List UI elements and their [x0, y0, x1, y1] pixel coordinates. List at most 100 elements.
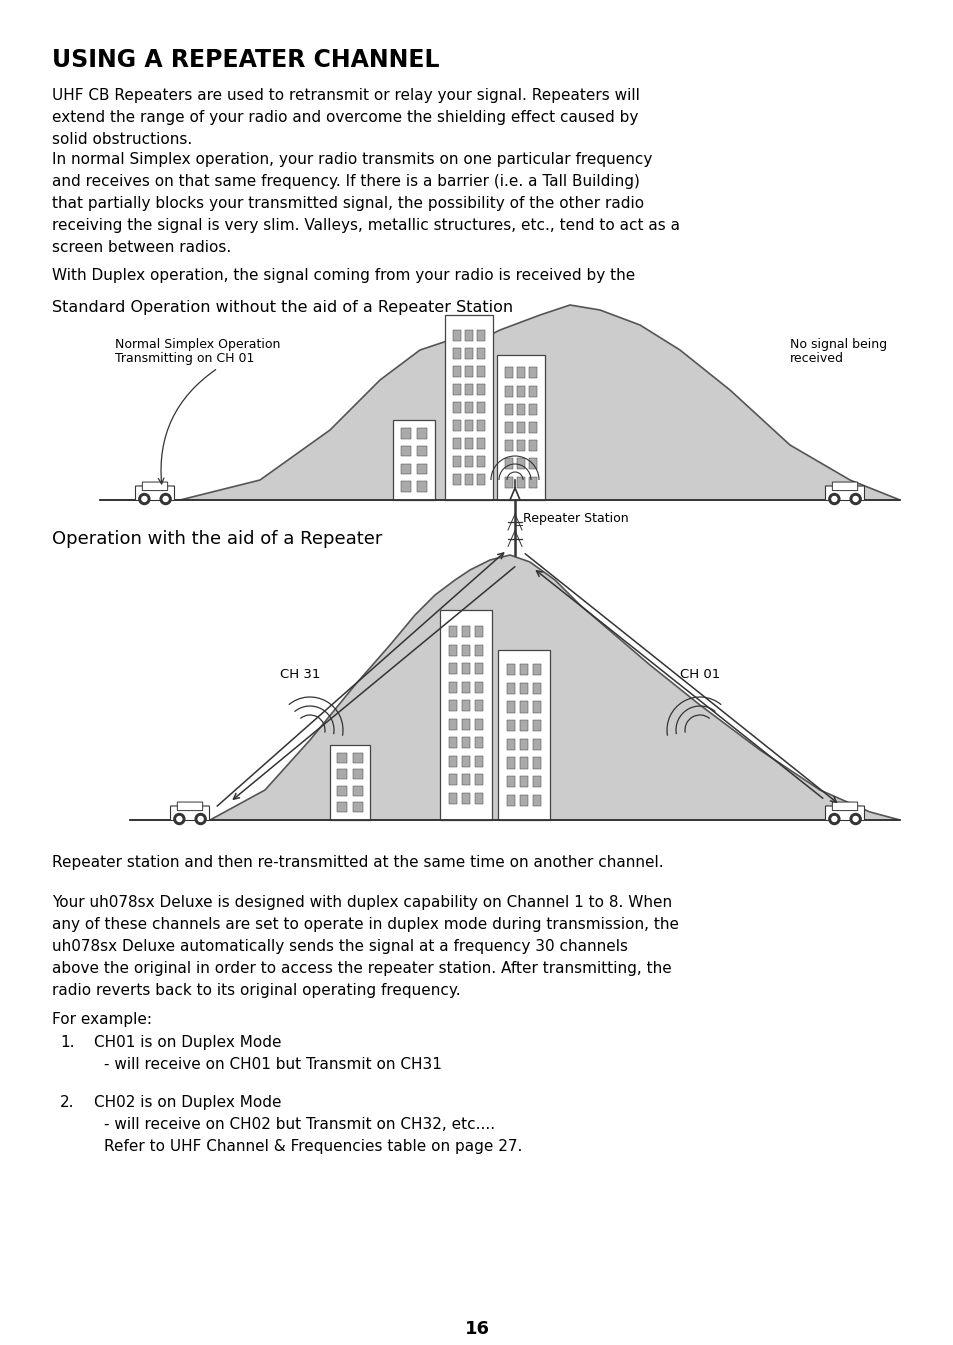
- Bar: [448, 644, 456, 656]
- Text: 2.: 2.: [60, 1095, 74, 1110]
- Bar: [519, 701, 528, 713]
- Polygon shape: [100, 305, 899, 500]
- Bar: [448, 775, 456, 785]
- Bar: [461, 701, 470, 712]
- Text: CH 31: CH 31: [280, 668, 320, 682]
- Bar: [519, 776, 528, 787]
- Bar: [461, 718, 470, 730]
- Bar: [400, 447, 411, 456]
- Bar: [461, 682, 470, 693]
- Bar: [533, 720, 541, 732]
- Bar: [453, 420, 460, 430]
- Text: Normal Simplex Operation: Normal Simplex Operation: [115, 338, 280, 351]
- Circle shape: [176, 816, 182, 822]
- Bar: [497, 355, 544, 500]
- Text: In normal Simplex operation, your radio transmits on one particular frequency: In normal Simplex operation, your radio …: [52, 152, 652, 167]
- Bar: [504, 404, 513, 414]
- Bar: [529, 404, 537, 414]
- Bar: [337, 803, 347, 812]
- Circle shape: [828, 814, 839, 824]
- Bar: [476, 348, 485, 359]
- Bar: [353, 769, 362, 779]
- Bar: [529, 422, 537, 433]
- Bar: [504, 386, 513, 397]
- Text: Repeater station and then re-transmitted at the same time on another channel.: Repeater station and then re-transmitted…: [52, 855, 663, 870]
- Text: UHF CB Repeaters are used to retransmit or relay your signal. Repeaters will: UHF CB Repeaters are used to retransmit …: [52, 87, 639, 104]
- FancyBboxPatch shape: [824, 806, 863, 820]
- Bar: [464, 438, 473, 449]
- Bar: [475, 775, 483, 785]
- Text: CH 01: CH 01: [679, 668, 720, 682]
- Bar: [353, 753, 362, 763]
- Text: 1.: 1.: [60, 1036, 74, 1050]
- Bar: [448, 756, 456, 767]
- Bar: [464, 456, 473, 467]
- Bar: [517, 459, 524, 469]
- Bar: [416, 464, 427, 473]
- Bar: [519, 720, 528, 732]
- Bar: [533, 776, 541, 787]
- Bar: [476, 366, 485, 377]
- Bar: [416, 482, 427, 492]
- Text: USING A REPEATER CHANNEL: USING A REPEATER CHANNEL: [52, 48, 439, 73]
- FancyBboxPatch shape: [142, 482, 168, 491]
- Bar: [519, 795, 528, 806]
- Bar: [506, 683, 515, 694]
- Bar: [475, 737, 483, 748]
- Bar: [476, 420, 485, 430]
- Bar: [453, 330, 460, 340]
- Bar: [476, 402, 485, 413]
- Circle shape: [160, 494, 171, 504]
- Bar: [476, 475, 485, 486]
- Bar: [353, 785, 362, 796]
- Bar: [448, 682, 456, 693]
- Bar: [448, 718, 456, 730]
- Circle shape: [173, 814, 185, 824]
- Bar: [533, 683, 541, 694]
- Bar: [461, 737, 470, 748]
- Bar: [416, 428, 427, 438]
- Text: Refer to UHF Channel & Frequencies table on page 27.: Refer to UHF Channel & Frequencies table…: [104, 1139, 522, 1154]
- Bar: [497, 650, 550, 820]
- Text: Repeater Station: Repeater Station: [522, 512, 628, 525]
- FancyBboxPatch shape: [831, 482, 857, 491]
- Bar: [337, 769, 347, 779]
- Bar: [453, 383, 460, 395]
- Circle shape: [163, 496, 168, 502]
- FancyBboxPatch shape: [831, 802, 857, 811]
- Text: No signal being: No signal being: [789, 338, 886, 351]
- Bar: [400, 428, 411, 438]
- Bar: [475, 718, 483, 730]
- Bar: [533, 701, 541, 713]
- Bar: [444, 315, 493, 500]
- FancyBboxPatch shape: [824, 486, 863, 500]
- Bar: [517, 404, 524, 414]
- Bar: [517, 440, 524, 451]
- Bar: [504, 440, 513, 451]
- Bar: [476, 383, 485, 395]
- Bar: [439, 611, 492, 820]
- Bar: [448, 792, 456, 804]
- Circle shape: [849, 494, 861, 504]
- Bar: [475, 701, 483, 712]
- Circle shape: [142, 496, 147, 502]
- Bar: [504, 367, 513, 378]
- Text: For example:: For example:: [52, 1011, 152, 1028]
- Circle shape: [852, 496, 858, 502]
- Bar: [533, 757, 541, 768]
- Bar: [519, 757, 528, 768]
- Circle shape: [828, 494, 839, 504]
- Bar: [337, 753, 347, 763]
- Bar: [453, 456, 460, 467]
- Bar: [400, 464, 411, 473]
- Text: Your uh078sx Deluxe is designed with duplex capability on Channel 1 to 8. When: Your uh078sx Deluxe is designed with dup…: [52, 894, 672, 911]
- Bar: [517, 386, 524, 397]
- Bar: [504, 476, 513, 488]
- Circle shape: [831, 496, 836, 502]
- Bar: [504, 422, 513, 433]
- Text: and receives on that same frequency. If there is a barrier (i.e. a Tall Building: and receives on that same frequency. If …: [52, 174, 639, 190]
- Bar: [448, 701, 456, 712]
- Bar: [519, 738, 528, 751]
- Bar: [400, 482, 411, 492]
- Text: 16: 16: [464, 1319, 489, 1338]
